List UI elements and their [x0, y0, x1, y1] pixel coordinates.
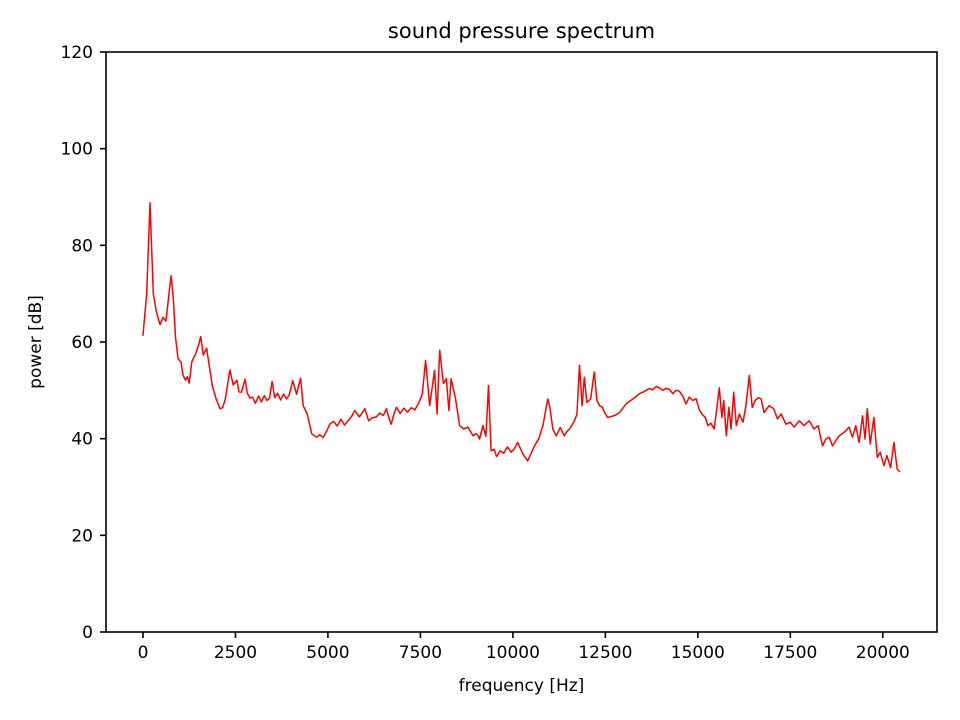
y-tick-label: 40	[71, 430, 93, 450]
x-tick-label: 12500	[578, 643, 632, 663]
x-axis-label: frequency [Hz]	[458, 676, 585, 696]
x-tick-label: 15000	[671, 643, 725, 663]
x-tick-label: 7500	[399, 643, 442, 663]
y-tick-label: 0	[82, 623, 93, 643]
y-tick-label: 120	[61, 43, 93, 63]
x-tick-label: 2500	[214, 643, 257, 663]
spectrum-line	[142, 202, 901, 473]
x-tick-label: 20000	[856, 643, 910, 663]
chart-title: sound pressure spectrum	[387, 19, 656, 43]
x-tick-label: 5000	[306, 643, 349, 663]
x-tick-label: 0	[138, 643, 149, 663]
x-tick-label: 17500	[763, 643, 817, 663]
y-tick-label: 60	[71, 333, 93, 353]
y-tick-label: 20	[71, 526, 93, 546]
y-tick-label: 80	[71, 236, 93, 256]
axes-frame	[105, 51, 938, 633]
x-tick-label: 10000	[486, 643, 540, 663]
y-tick-label: 100	[61, 140, 93, 160]
